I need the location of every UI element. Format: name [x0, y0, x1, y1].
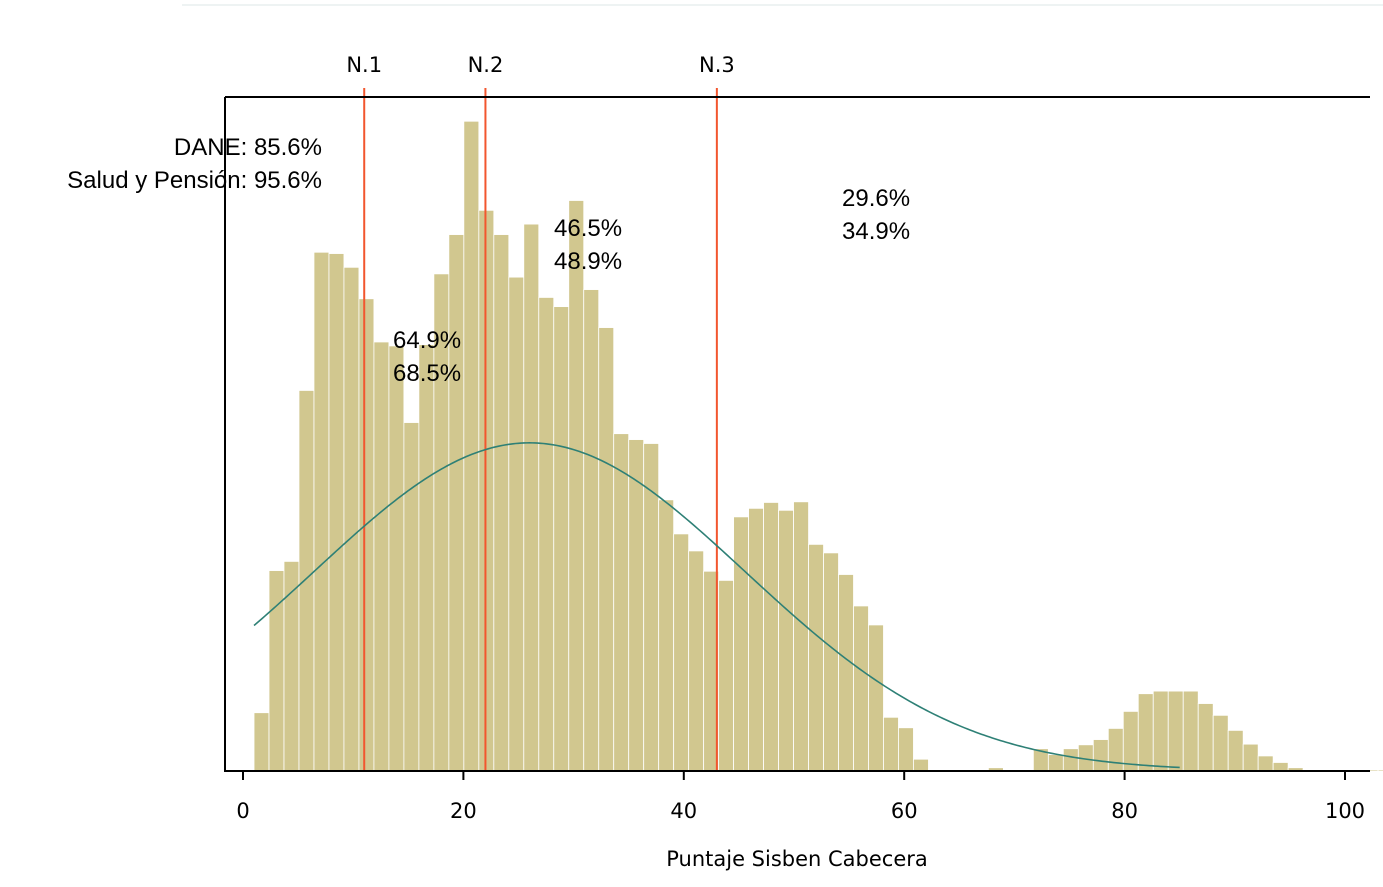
histogram-bar: [1227, 729, 1244, 772]
cutoff-label-1: N.1: [346, 53, 382, 77]
histogram-bar: [868, 624, 884, 772]
histogram-bar: [358, 298, 375, 772]
histogram-bar: [1257, 755, 1274, 772]
histogram-bar: [793, 501, 809, 772]
histogram-bar: [373, 341, 390, 772]
histogram-bar: [313, 251, 330, 772]
histogram-bar: [598, 327, 615, 772]
annotation-band-1-line1: 64.9%: [393, 327, 462, 354]
histogram-bar: [523, 223, 540, 772]
histogram-bar: [763, 502, 779, 772]
histogram-bar: [823, 552, 839, 772]
annotation-band-3: 29.6% 34.9%: [842, 182, 910, 248]
x-tick-label: 40: [670, 799, 697, 823]
histogram-bar: [418, 344, 435, 772]
histogram-bar: [913, 758, 929, 772]
histogram-bar: [253, 712, 270, 772]
histogram-bar: [1047, 754, 1064, 772]
histogram-bar: [298, 390, 315, 772]
histogram-bar: [463, 120, 480, 772]
histogram-bar: [448, 234, 465, 772]
histogram-bar: [838, 574, 854, 772]
histogram-bar: [538, 297, 555, 772]
histogram-bar: [403, 422, 420, 772]
histogram-bar: [508, 276, 525, 772]
x-tick-label: 0: [236, 799, 249, 823]
histogram-bar: [1242, 743, 1259, 772]
histogram-bar: [1122, 710, 1139, 772]
histogram-bar: [1182, 690, 1199, 772]
x-tick-label: 20: [450, 799, 477, 823]
x-tick-label: 80: [1111, 799, 1138, 823]
histogram-bar: [583, 289, 600, 772]
cutoff-labels-group: N.1 N.2 N.3: [346, 53, 734, 77]
histogram-bar: [1212, 714, 1229, 772]
histogram-bar: [1197, 703, 1214, 772]
histogram-bar: [343, 266, 360, 772]
x-ticks-group: 0 20 40 60 80 100: [236, 771, 1365, 823]
histogram-bar: [1092, 739, 1109, 772]
header-divider: [182, 4, 1383, 6]
cutoff-lines-group: [363, 88, 718, 771]
histogram-bar: [1272, 762, 1289, 772]
histogram-bar: [643, 443, 660, 772]
histogram-bar: [1377, 769, 1383, 772]
histogram-bar: [328, 253, 345, 772]
annotation-band-3-line2: 34.9%: [842, 218, 911, 245]
cutoff-label-2: N.2: [468, 53, 504, 77]
histogram-bar: [1152, 690, 1169, 772]
histogram-bar: [613, 433, 630, 772]
x-axis-label: Puntaje Sisben Cabecera: [666, 847, 928, 871]
histogram-bar: [898, 727, 914, 772]
normal-density-curve: [253, 442, 1180, 769]
annotation-dane: DANE: 85.6% Salud y Pensión: 95.6%: [0, 131, 322, 197]
histogram-bar: [1107, 728, 1124, 772]
annotation-band-1-line2: 68.5%: [393, 360, 462, 387]
histogram-bar: [568, 200, 585, 772]
histogram-bar: [493, 234, 510, 772]
histogram-bar: [733, 516, 749, 772]
histogram-bar: [853, 605, 869, 772]
annotation-band-2-line1: 46.5%: [554, 215, 623, 242]
histogram-bar: [883, 716, 899, 772]
annotation-band-1: 64.9% 68.5%: [393, 324, 461, 390]
histogram-bar: [1137, 693, 1154, 772]
annotation-dane-line1: DANE: 85.6%: [173, 134, 322, 161]
histogram-bar: [718, 579, 735, 772]
histogram-bar: [748, 507, 764, 772]
annotation-band-2: 46.5% 48.9%: [554, 212, 622, 278]
histogram-bar: [388, 345, 405, 772]
histogram-bar: [553, 306, 570, 772]
annotation-band-3-line1: 29.6%: [842, 185, 911, 212]
cutoff-label-3: N.3: [699, 53, 735, 77]
histogram-bar: [778, 509, 794, 772]
bars-group: [253, 120, 1383, 772]
histogram-bar: [1062, 748, 1079, 772]
annotation-dane-line2: Salud y Pensión: 95.6%: [67, 167, 322, 194]
annotation-band-2-line2: 48.9%: [554, 248, 623, 275]
histogram-bar: [808, 543, 824, 772]
histogram-bar: [1167, 690, 1184, 772]
histogram-bar: [658, 499, 675, 772]
x-tick-label: 60: [891, 799, 918, 823]
x-tick-label: 100: [1325, 799, 1365, 823]
histogram-bar: [673, 533, 690, 772]
histogram-bar: [688, 550, 705, 772]
histogram-bar: [628, 439, 645, 772]
